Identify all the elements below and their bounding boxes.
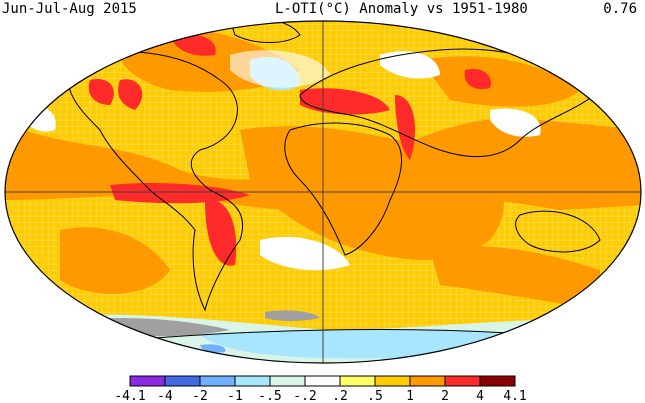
legend-swatch: [199, 375, 236, 387]
legend-swatch: [269, 375, 306, 387]
coastlines: [66, 21, 601, 341]
legend-swatch: [304, 375, 341, 387]
legend-tick-label: .5: [367, 389, 383, 403]
legend-swatch: [339, 375, 376, 387]
legend-tick-label: -4.1: [114, 389, 145, 403]
legend-swatch: [164, 375, 201, 387]
legend-swatch: [234, 375, 271, 387]
legend-ticks: -4.1 -4 -2 -1 -.5 -.2 .2 .5 1 2 4 4.1: [114, 389, 526, 403]
legend-tick-label: 4.1: [503, 389, 526, 403]
legend-swatch: [479, 375, 516, 387]
legend-tick-label: -2: [192, 389, 208, 403]
legend-tick-label: -.5: [258, 389, 281, 403]
legend-tick-label: -.2: [293, 389, 316, 403]
globe-outline: [4, 20, 642, 364]
period-label: Jun-Jul-Aug 2015: [2, 1, 137, 17]
global-mean-value: 0.76: [603, 1, 637, 17]
legend-swatch: [409, 375, 446, 387]
legend-tick-label: 1: [406, 389, 414, 403]
legend-tick-label: .2: [332, 389, 348, 403]
map-title: L-OTI(°C) Anomaly vs 1951-1980: [275, 1, 528, 17]
legend-tick-label: -1: [227, 389, 243, 403]
legend-bars: [129, 375, 516, 387]
legend-swatch: [129, 375, 166, 387]
legend-tick-label: 2: [441, 389, 449, 403]
legend-tick-label: -4: [157, 389, 173, 403]
legend-tick-label: 4: [476, 389, 484, 403]
legend-swatch: [444, 375, 481, 387]
legend-swatch: [374, 375, 411, 387]
